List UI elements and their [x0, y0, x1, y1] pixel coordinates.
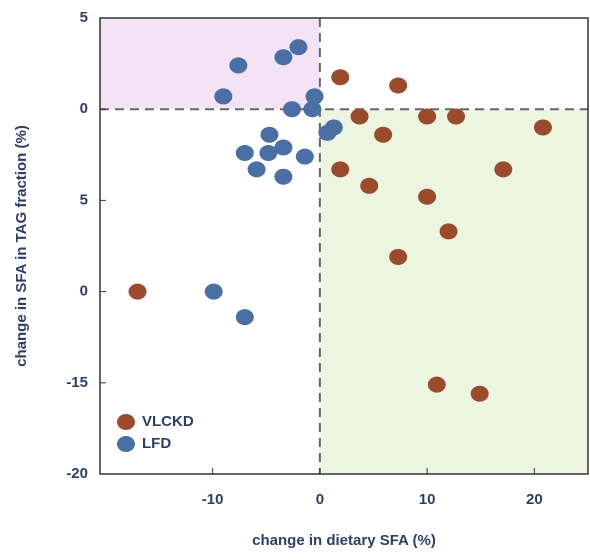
x-tick-label: 20 [526, 491, 543, 508]
data-point [303, 101, 322, 118]
data-point [389, 77, 408, 94]
legend-marker [117, 414, 135, 430]
data-point [274, 49, 293, 66]
data-point [418, 108, 437, 125]
data-point [331, 161, 350, 178]
data-point [447, 108, 466, 125]
legend-marker [117, 436, 135, 452]
plot-frame [99, 17, 589, 475]
data-point [295, 148, 314, 165]
data-point [318, 124, 337, 141]
data-point [439, 223, 458, 240]
data-point [305, 88, 324, 105]
y-tick-label: 0 [80, 100, 88, 117]
data-point [494, 161, 513, 178]
data-point [374, 126, 393, 143]
data-point [235, 309, 254, 326]
data-point [229, 57, 248, 74]
y-tick-label: 0 [80, 283, 88, 300]
data-point [204, 283, 223, 300]
data-point [533, 119, 552, 136]
data-point [260, 126, 279, 143]
data-point [214, 88, 233, 105]
data-point [235, 144, 254, 161]
y-axis-title: change in SFA in TAG fraction (%) [13, 125, 30, 367]
data-point [427, 376, 446, 393]
x-tick-label: 0 [316, 491, 324, 508]
data-point [274, 139, 293, 156]
data-point [389, 248, 408, 265]
legend-label: LFD [142, 435, 171, 452]
y-tick-label: 5 [80, 191, 88, 208]
quadrant-shade [319, 109, 588, 474]
data-point [259, 144, 278, 161]
data-point [282, 101, 301, 118]
data-point [274, 168, 293, 185]
data-point [470, 385, 489, 402]
y-tick-label: -15 [66, 374, 88, 391]
legend-label: VLCKD [142, 413, 194, 430]
data-point [128, 283, 147, 300]
data-point [418, 188, 437, 205]
y-tick-label: 5 [80, 9, 88, 26]
x-tick-label: -10 [202, 491, 224, 508]
x-axis-title: change in dietary SFA (%) [252, 532, 436, 549]
data-point [247, 161, 266, 178]
y-tick-label: -20 [66, 465, 88, 482]
data-point [360, 177, 379, 194]
x-tick-label: 10 [419, 491, 436, 508]
data-point [331, 69, 350, 86]
data-point [350, 108, 369, 125]
data-point [289, 39, 308, 56]
